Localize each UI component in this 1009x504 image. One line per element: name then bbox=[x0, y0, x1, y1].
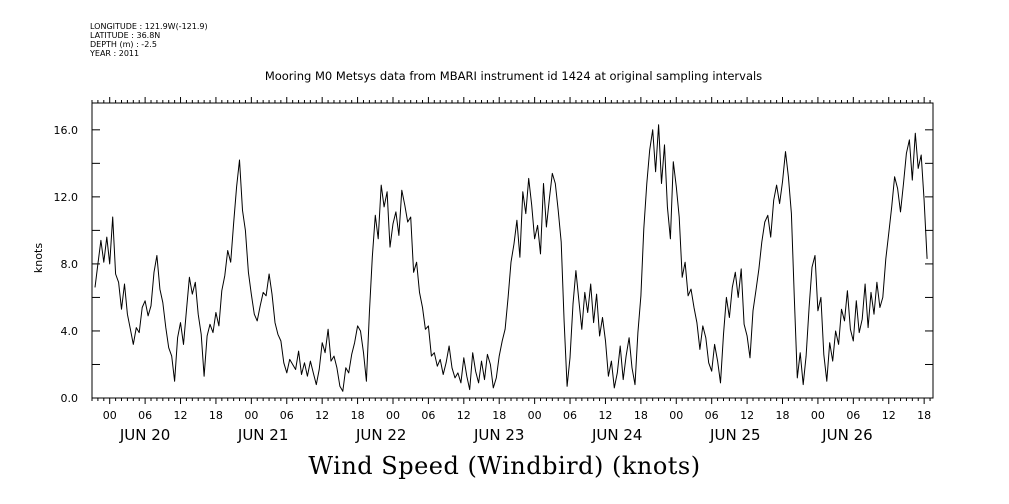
plot-frame bbox=[91, 102, 934, 399]
x-hour-tick-label: 06 bbox=[280, 409, 294, 422]
x-hour-tick-label: 00 bbox=[811, 409, 825, 422]
x-hour-tick-label: 00 bbox=[103, 409, 117, 422]
x-hour-tick-label: 12 bbox=[457, 409, 471, 422]
x-hour-tick-label: 12 bbox=[315, 409, 329, 422]
x-hour-tick-label: 00 bbox=[386, 409, 400, 422]
x-hour-tick-label: 18 bbox=[351, 409, 365, 422]
x-hour-tick-label: 18 bbox=[634, 409, 648, 422]
chart-subtitle-wrap: Mooring M0 Metsys data from MBARI instru… bbox=[0, 69, 1009, 83]
y-tick-label: 4.0 bbox=[61, 325, 79, 338]
x-day-label: JUN 23 bbox=[473, 426, 524, 444]
x-hour-tick-label: 00 bbox=[244, 409, 258, 422]
plot-border bbox=[91, 102, 934, 399]
depth-text: DEPTH (m) : -2.5 bbox=[90, 40, 157, 49]
metadata-block: LONGITUDE : 121.9W(-121.9) LATITUDE : 36… bbox=[90, 22, 208, 58]
x-hour-tick-label: 06 bbox=[421, 409, 435, 422]
year-text: YEAR : 2011 bbox=[90, 49, 140, 58]
chart-subtitle: Mooring M0 Metsys data from MBARI instru… bbox=[264, 69, 763, 83]
x-day-label: JUN 24 bbox=[591, 426, 642, 444]
x-hour-tick-label: 18 bbox=[917, 409, 931, 422]
x-day-label: JUN 26 bbox=[821, 426, 872, 444]
x-hour-tick-label: 18 bbox=[209, 409, 223, 422]
y-axis: 0.0 4.0 8.0 12.0 16.0 bbox=[54, 124, 933, 405]
x-hour-tick-label: 12 bbox=[598, 409, 612, 422]
y-tick-label: 8.0 bbox=[61, 258, 79, 271]
chart-title: Wind Speed (Windbird) (knots) bbox=[308, 452, 701, 480]
x-hour-tick-label: 12 bbox=[174, 409, 188, 422]
x-hour-tick-label: 06 bbox=[563, 409, 577, 422]
x-hour-tick-label: 12 bbox=[882, 409, 896, 422]
latitude-text: LATITUDE : 36.8N bbox=[90, 31, 161, 40]
longitude-text: LONGITUDE : 121.9W(-121.9) bbox=[90, 22, 208, 31]
x-hour-tick-label: 06 bbox=[705, 409, 719, 422]
x-day-label: JUN 25 bbox=[709, 426, 760, 444]
x-hour-tick-label: 00 bbox=[669, 409, 683, 422]
x-axis: 00 06 12 18 00 06 12 18 00 06 12 18 00 06 12 18 00 06 12 18… bbox=[91, 97, 931, 444]
y-tick-label: 12.0 bbox=[54, 191, 79, 204]
x-hour-tick-label: 06 bbox=[138, 409, 152, 422]
x-day-label: JUN 21 bbox=[237, 426, 288, 444]
y-tick-label: 16.0 bbox=[54, 124, 79, 137]
x-day-label: JUN 22 bbox=[355, 426, 406, 444]
x-day-label: JUN 20 bbox=[119, 426, 170, 444]
y-tick-label: 0.0 bbox=[61, 392, 79, 405]
x-hour-tick-label: 00 bbox=[528, 409, 542, 422]
x-hour-tick-label: 06 bbox=[846, 409, 860, 422]
y-axis-label: knots bbox=[32, 243, 45, 273]
wind-speed-line bbox=[94, 124, 928, 392]
x-hour-tick-label: 12 bbox=[740, 409, 754, 422]
x-hour-tick-label: 18 bbox=[776, 409, 790, 422]
series-group bbox=[94, 124, 928, 392]
x-hour-tick-label: 18 bbox=[492, 409, 506, 422]
